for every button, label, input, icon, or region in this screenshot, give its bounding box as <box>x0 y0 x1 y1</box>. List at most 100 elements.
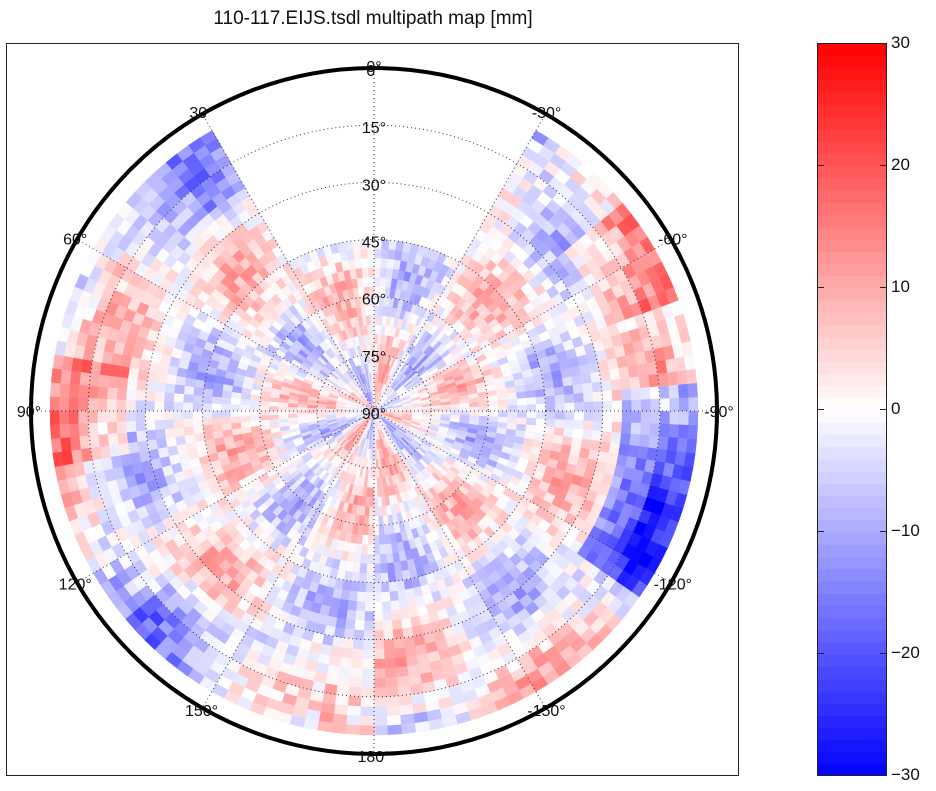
multipath-cell <box>368 524 375 536</box>
multipath-cell <box>404 645 418 657</box>
multipath-cell <box>362 648 375 660</box>
multipath-cell <box>668 397 680 412</box>
multipath-cell <box>136 430 148 443</box>
multipath-cell <box>59 410 70 426</box>
multipath-cell <box>393 637 406 649</box>
multipath-cell <box>687 410 699 426</box>
multipath-cell <box>173 393 185 404</box>
multipath-cell <box>620 421 632 434</box>
multipath-cell <box>639 386 651 400</box>
multipath-cell <box>351 571 361 583</box>
multipath-cell <box>183 410 194 420</box>
multipath-cell <box>155 382 167 394</box>
multipath-cell <box>331 722 347 735</box>
multipath-cell <box>373 505 379 517</box>
multipath-cell <box>589 370 602 383</box>
multipath-cell <box>330 645 344 657</box>
multipath-cell <box>668 410 680 425</box>
multipath-cell <box>287 406 299 412</box>
elevation-tick-label: 90° <box>362 406 386 423</box>
colorbar-segment <box>818 153 886 167</box>
multipath-cell <box>69 436 82 452</box>
colorbar-segment <box>818 667 886 680</box>
multipath-cell <box>621 399 632 412</box>
multipath-cell <box>78 423 90 438</box>
multipath-cell <box>369 505 375 517</box>
multipath-cell <box>430 410 442 415</box>
multipath-cell <box>381 600 392 612</box>
multipath-cell <box>221 390 233 399</box>
multipath-cell <box>666 436 679 452</box>
colorbar-segment <box>818 239 886 253</box>
multipath-cell <box>183 418 195 428</box>
colorbar-tick-mark <box>880 775 886 776</box>
multipath-cell <box>367 553 375 564</box>
colorbar-segment <box>818 398 886 412</box>
multipath-cell <box>116 410 127 423</box>
multipath-cell <box>373 696 388 707</box>
multipath-cell <box>69 423 81 438</box>
multipath-cell <box>535 417 546 427</box>
azimuth-tick-label: 120° <box>59 577 92 594</box>
multipath-cell <box>340 588 351 601</box>
multipath-cell <box>365 581 375 593</box>
colorbar-segment <box>818 691 886 705</box>
multipath-cell <box>379 258 388 269</box>
multipath-cell <box>368 515 375 526</box>
multipath-cell <box>640 398 651 412</box>
multipath-cell <box>553 426 565 437</box>
multipath-cell <box>360 553 369 564</box>
multipath-cell <box>611 399 623 412</box>
multipath-cell <box>69 370 82 386</box>
multipath-cell <box>608 367 620 381</box>
multipath-cell <box>383 628 395 640</box>
multipath-cell <box>648 385 660 400</box>
multipath-cell <box>677 423 689 439</box>
multipath-cell <box>478 405 489 412</box>
multipath-cell <box>361 677 375 688</box>
multipath-cell <box>346 609 357 621</box>
colorbar-tick-mark <box>880 165 886 166</box>
multipath-cell <box>50 438 63 454</box>
multipath-cell <box>350 580 360 592</box>
multipath-cell <box>572 419 584 430</box>
multipath-cell <box>154 391 166 403</box>
multipath-cell <box>342 637 355 649</box>
multipath-cell <box>68 397 80 412</box>
multipath-cell <box>544 394 556 404</box>
colorbar-segment <box>818 105 886 118</box>
multipath-cell <box>397 684 412 697</box>
colorbar-segment <box>818 630 886 644</box>
multipath-cell <box>137 369 150 382</box>
multipath-cell <box>373 629 385 641</box>
multipath-cell <box>602 410 613 422</box>
multipath-cell <box>367 534 375 545</box>
multipath-cell <box>619 377 631 390</box>
multipath-cell <box>386 704 401 716</box>
multipath-cell <box>78 384 90 399</box>
multipath-cell <box>686 382 698 398</box>
multipath-cell <box>364 505 371 517</box>
multipath-cell <box>630 410 642 423</box>
multipath-cell <box>183 394 195 404</box>
elevation-tick-label: 30° <box>362 177 386 194</box>
multipath-cell <box>525 403 537 412</box>
multipath-cell <box>381 590 391 602</box>
multipath-cell <box>401 722 417 735</box>
multipath-cell <box>356 600 367 612</box>
multipath-cell <box>373 591 383 602</box>
multipath-cell <box>240 410 251 418</box>
colorbar-segment <box>818 434 886 448</box>
multipath-cell <box>373 610 384 621</box>
multipath-cell <box>685 438 698 454</box>
multipath-cell <box>373 715 389 726</box>
multipath-cell <box>357 581 367 593</box>
multipath-cell <box>373 620 384 631</box>
multipath-cell <box>468 406 480 412</box>
multipath-cell <box>350 666 364 678</box>
colorbar-segment <box>818 422 886 436</box>
colorbar-segment <box>818 581 886 595</box>
colorbar-segment <box>818 373 886 387</box>
azimuth-tick-label: -60° <box>658 232 688 249</box>
multipath-cell <box>135 410 146 422</box>
